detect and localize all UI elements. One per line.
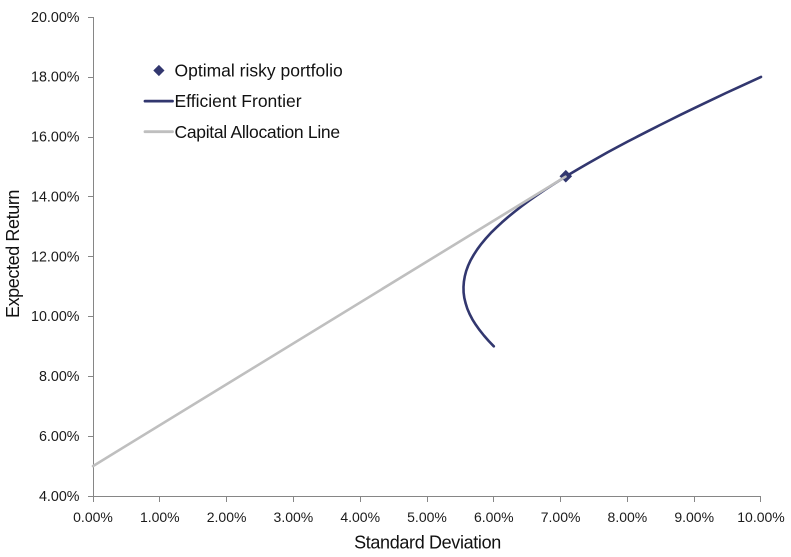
svg-text:10.00%: 10.00% (31, 309, 80, 325)
svg-text:Efficient Frontier: Efficient Frontier (175, 91, 302, 111)
svg-text:3.00%: 3.00% (274, 509, 314, 525)
svg-text:8.00%: 8.00% (608, 509, 648, 525)
svg-text:4.00%: 4.00% (340, 509, 380, 525)
svg-text:6.00%: 6.00% (39, 429, 80, 445)
svg-text:6.00%: 6.00% (474, 509, 514, 525)
svg-text:16.00%: 16.00% (31, 130, 80, 146)
svg-text:Expected Return: Expected Return (3, 190, 23, 318)
svg-text:14.00%: 14.00% (31, 189, 80, 205)
svg-text:5.00%: 5.00% (407, 509, 447, 525)
svg-text:12.00%: 12.00% (31, 249, 80, 265)
svg-text:0.00%: 0.00% (73, 509, 113, 525)
svg-text:8.00%: 8.00% (39, 369, 80, 385)
svg-text:Capital Allocation Line: Capital Allocation Line (175, 122, 340, 142)
svg-text:1.00%: 1.00% (140, 509, 180, 525)
svg-text:7.00%: 7.00% (541, 509, 581, 525)
svg-text:10.00%: 10.00% (737, 509, 784, 525)
svg-text:9.00%: 9.00% (674, 509, 714, 525)
svg-text:2.00%: 2.00% (207, 509, 247, 525)
svg-text:20.00%: 20.00% (31, 10, 80, 26)
svg-text:Standard Deviation: Standard Deviation (354, 533, 501, 553)
svg-text:4.00%: 4.00% (39, 489, 80, 505)
svg-text:Optimal risky portfolio: Optimal risky portfolio (175, 61, 343, 81)
svg-text:18.00%: 18.00% (31, 70, 80, 86)
